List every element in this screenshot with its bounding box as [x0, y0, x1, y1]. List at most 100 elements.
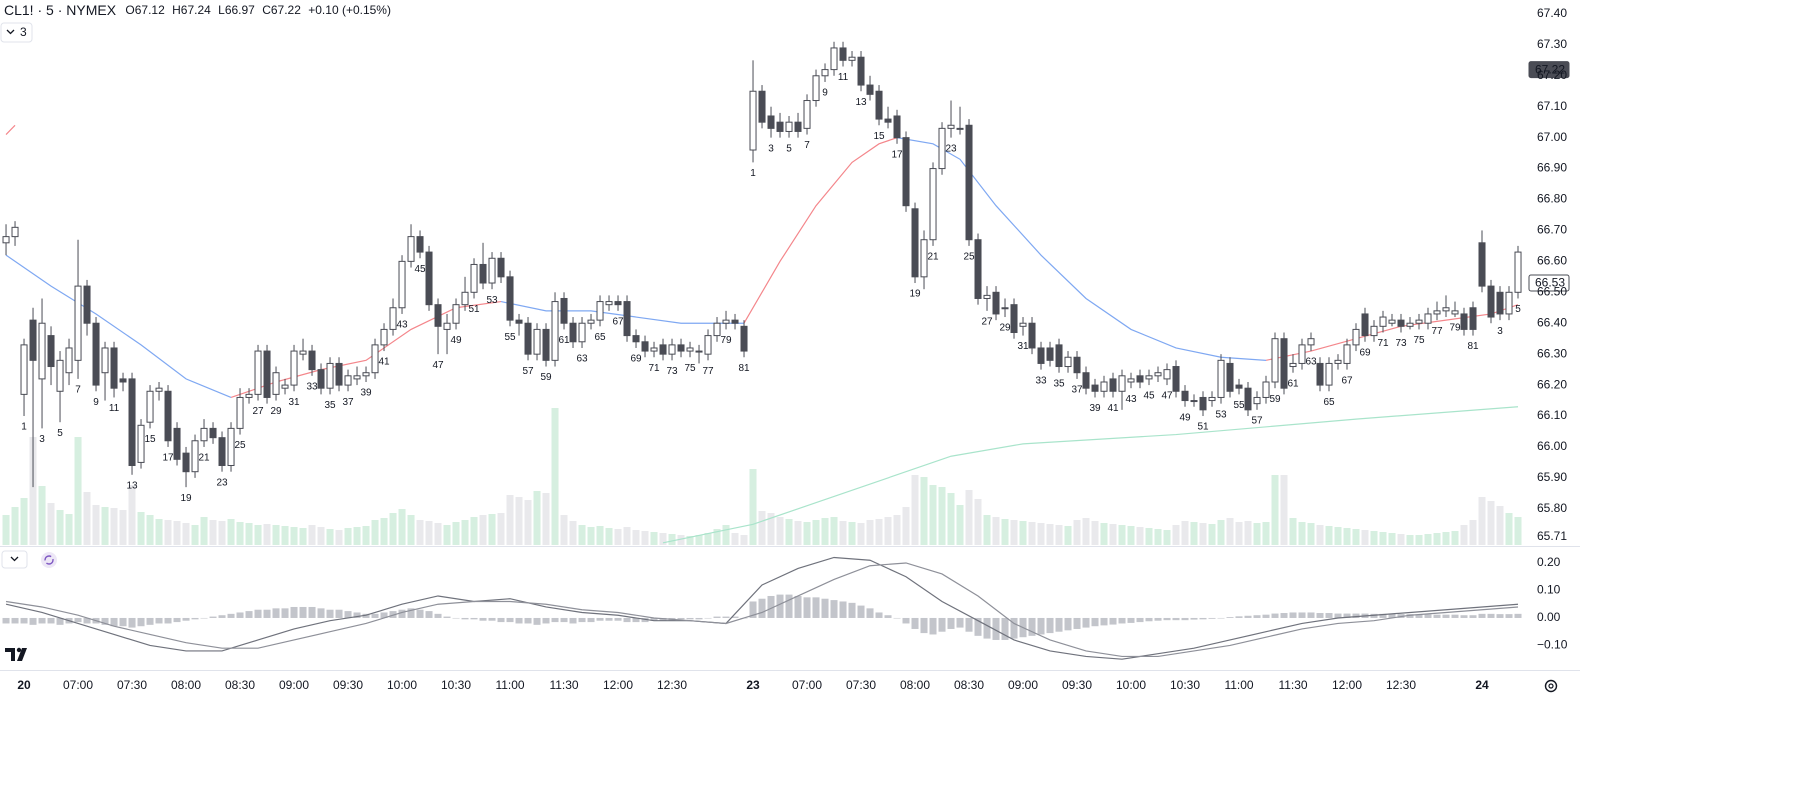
- x-tick-label: 12:30: [657, 678, 687, 692]
- histogram-bar: [1388, 613, 1396, 618]
- histogram-bar: [1028, 617, 1036, 636]
- histogram-bar: [848, 602, 856, 618]
- histogram-bar: [1244, 615, 1252, 618]
- volume-bar: [155, 519, 163, 545]
- bar-count-label: 81: [738, 363, 750, 374]
- volume-bar: [668, 534, 676, 545]
- volume-bar: [488, 514, 496, 545]
- macd-pane: [2, 556, 1522, 660]
- refresh-button[interactable]: [41, 552, 57, 568]
- histogram-bar: [1370, 613, 1378, 618]
- histogram-bar: [1046, 617, 1054, 634]
- candle-body: [731, 319, 739, 324]
- candle-body: [1100, 381, 1108, 392]
- volume-bar: [1406, 535, 1414, 545]
- candle-body: [11, 226, 19, 238]
- histogram-bar: [812, 597, 820, 618]
- candle-body: [362, 372, 370, 377]
- candle-body: [452, 304, 460, 324]
- volume-bar: [1154, 529, 1162, 545]
- candle-body: [1469, 307, 1477, 330]
- candle-body: [1127, 378, 1135, 383]
- bar-count-label: 47: [432, 360, 444, 371]
- volume-bar: [425, 521, 433, 545]
- histogram-bar: [182, 617, 190, 621]
- bar-count-label: 69: [1359, 347, 1371, 358]
- bar-count-label: 55: [504, 332, 516, 343]
- volume-bar: [1091, 521, 1099, 545]
- x-tick-label: 10:30: [441, 678, 471, 692]
- volume-bar: [893, 515, 901, 545]
- settings-button[interactable]: [1544, 679, 1558, 693]
- volume-bar: [29, 437, 37, 545]
- volume-bar: [1046, 524, 1054, 545]
- candle-body: [938, 127, 946, 170]
- volume-bar: [1352, 529, 1360, 545]
- volume-bar: [830, 517, 838, 545]
- candle-body: [722, 319, 730, 324]
- histogram-bar: [1298, 612, 1306, 618]
- candle-body: [272, 372, 280, 395]
- histogram-bar: [308, 606, 316, 618]
- bar-count-label: 11: [109, 403, 120, 414]
- collapse-button[interactable]: 3: [0, 22, 33, 43]
- candle-body: [146, 390, 154, 423]
- logo[interactable]: [5, 647, 27, 661]
- histogram-bar: [20, 617, 28, 624]
- pane-collapse-button[interactable]: [1, 550, 28, 569]
- candle-body: [1145, 375, 1153, 380]
- volume-bar: [1145, 528, 1153, 545]
- x-tick-label: 07:30: [846, 678, 876, 692]
- histogram-bar: [1433, 614, 1441, 618]
- y-tick-label: 66.80: [1537, 192, 1567, 206]
- candle-body: [623, 301, 631, 337]
- volume-bar: [1262, 522, 1270, 545]
- volume-bar: [326, 529, 334, 545]
- histogram-bar: [965, 617, 973, 632]
- volume-bar: [335, 530, 343, 545]
- ohlc-value: 67.12: [135, 3, 165, 17]
- volume-bar: [641, 531, 649, 545]
- volume-bar: [245, 523, 253, 545]
- candle-body: [1226, 362, 1234, 392]
- volume-bar: [965, 490, 973, 545]
- volume-bar: [614, 529, 622, 545]
- volume-bar: [803, 522, 811, 545]
- bar-count-label: 41: [1107, 403, 1119, 414]
- candle-body: [1064, 356, 1072, 368]
- histogram-bar: [290, 606, 298, 618]
- candle-body: [1019, 322, 1027, 327]
- candle-body: [713, 322, 721, 337]
- histogram-bar: [785, 594, 793, 618]
- candle-body: [1055, 344, 1063, 368]
- y-tick-label: 66.50: [1537, 284, 1567, 298]
- histogram-bar: [1271, 613, 1279, 618]
- ohlc-label: L: [218, 3, 225, 17]
- histogram-bar: [956, 617, 964, 628]
- volume-bar: [1028, 522, 1036, 545]
- candle-body: [1010, 304, 1018, 334]
- candle-body: [1505, 291, 1513, 315]
- volume-bar: [821, 518, 829, 545]
- volume-bar: [515, 497, 523, 545]
- volume-bar: [686, 536, 694, 545]
- bar-count-label: 27: [252, 406, 264, 417]
- candle-body: [992, 291, 1000, 315]
- price-badge-label: 67.22: [1535, 62, 1565, 76]
- volume-bar: [1235, 522, 1243, 545]
- volume-bar: [182, 523, 190, 545]
- candle-body: [1181, 390, 1189, 402]
- histogram-bar: [2, 617, 10, 624]
- histogram-bar: [434, 613, 442, 618]
- moving-average-line: [5, 124, 1519, 399]
- candle-body: [344, 375, 352, 386]
- price-badge-label: 66.53: [1535, 276, 1565, 290]
- price-pane-labels: 67.22 66.53: [1528, 61, 1570, 292]
- histogram-bar: [200, 617, 208, 619]
- candle-body: [542, 328, 550, 361]
- candle-body: [812, 75, 820, 102]
- volume-bar: [1397, 534, 1405, 545]
- histogram-bar: [524, 617, 532, 624]
- candle-body: [119, 378, 127, 383]
